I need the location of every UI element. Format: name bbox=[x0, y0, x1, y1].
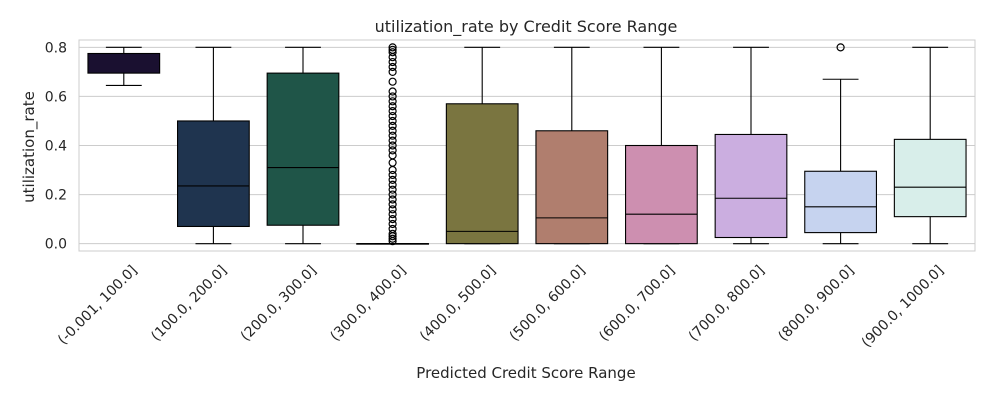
outlier-point bbox=[388, 136, 397, 145]
outlier-point bbox=[388, 195, 397, 204]
outlier-point bbox=[388, 77, 397, 86]
chart-title: utilization_rate by Credit Score Range bbox=[375, 17, 678, 37]
y-tick-label: 0.0 bbox=[45, 237, 67, 253]
x-tick-label: (600.0, 700.0] bbox=[596, 263, 678, 345]
y-axis-label: utilization_rate bbox=[20, 91, 39, 203]
outlier-point bbox=[388, 237, 397, 246]
x-tick-label: (300.0, 400.0] bbox=[327, 263, 409, 345]
outlier-point bbox=[388, 200, 397, 209]
y-tick-label: 0.2 bbox=[45, 188, 67, 204]
x-tick-label: (800.0, 900.0] bbox=[775, 263, 857, 345]
x-tick-labels: (-0.001, 100.0] (100.0, 200.0] (200.0, 300… bbox=[55, 263, 947, 351]
y-tick-labels: 0.0 0.2 0.4 0.6 0.8 bbox=[45, 40, 67, 252]
box-group bbox=[714, 46, 788, 245]
outlier-point bbox=[388, 57, 397, 67]
outlier-point bbox=[388, 111, 397, 121]
outlier-point bbox=[388, 87, 397, 96]
x-tick-label: (500.0, 600.0] bbox=[507, 263, 589, 345]
x-tick-label: (400.0, 500.0] bbox=[417, 263, 499, 345]
outlier-point bbox=[388, 175, 397, 184]
outlier-point bbox=[388, 190, 397, 199]
x-tick-label: (200.0, 300.0] bbox=[238, 263, 320, 345]
boxes-group bbox=[87, 43, 967, 246]
outlier-point bbox=[388, 62, 397, 72]
box-group bbox=[625, 46, 698, 245]
box bbox=[535, 130, 609, 245]
outlier-point bbox=[388, 215, 397, 224]
outlier-point bbox=[388, 141, 397, 150]
outlier-point bbox=[388, 116, 397, 126]
box bbox=[266, 72, 340, 226]
x-axis-label: Predicted Credit Score Range bbox=[416, 364, 635, 382]
outlier-point bbox=[388, 158, 397, 167]
y-tick-label: 0.8 bbox=[45, 40, 67, 56]
x-tick-label: (700.0, 800.0] bbox=[686, 263, 768, 345]
outlier-point bbox=[388, 151, 397, 160]
outlier-point bbox=[388, 92, 397, 101]
outlier-point bbox=[388, 232, 397, 241]
box bbox=[893, 138, 967, 218]
outlier-point bbox=[388, 107, 397, 116]
outlier-point bbox=[388, 165, 397, 175]
outlier-point bbox=[388, 234, 397, 243]
box-group bbox=[87, 46, 161, 86]
y-tick-label: 0.4 bbox=[45, 139, 67, 155]
box-group bbox=[535, 46, 609, 245]
outlier-point bbox=[388, 146, 397, 155]
box bbox=[625, 144, 698, 245]
outlier-point bbox=[388, 43, 397, 52]
outlier-point bbox=[388, 170, 397, 180]
outlier-point bbox=[388, 48, 397, 57]
box-group bbox=[266, 46, 340, 245]
outlier-point bbox=[388, 205, 397, 214]
outlier-point bbox=[388, 126, 397, 135]
outlier-point bbox=[388, 210, 397, 219]
x-tick-label: (-0.001, 100.0] bbox=[55, 263, 141, 349]
box-group bbox=[356, 43, 429, 246]
x-tick-label: (100.0, 200.0] bbox=[148, 263, 230, 345]
box-group bbox=[445, 46, 519, 245]
outlier-point bbox=[388, 102, 397, 111]
outlier-point bbox=[388, 219, 397, 229]
outlier-point bbox=[388, 67, 397, 76]
outlier-point bbox=[388, 97, 397, 106]
plot-frame bbox=[78, 39, 976, 252]
box-group bbox=[804, 43, 877, 245]
outlier-point bbox=[388, 53, 397, 62]
outlier-point bbox=[388, 185, 397, 194]
outlier-point bbox=[388, 131, 397, 140]
box bbox=[714, 133, 788, 239]
outlier-point bbox=[388, 121, 397, 130]
outlier-point bbox=[388, 180, 397, 189]
box bbox=[804, 170, 877, 234]
box-group bbox=[177, 46, 250, 245]
box bbox=[87, 52, 161, 74]
box bbox=[445, 103, 519, 245]
y-tick-label: 0.6 bbox=[45, 89, 67, 105]
outlier-point bbox=[836, 43, 845, 52]
box bbox=[177, 120, 250, 228]
x-tick-label: (900.0, 1000.0] bbox=[859, 263, 947, 351]
box-group bbox=[893, 46, 967, 245]
